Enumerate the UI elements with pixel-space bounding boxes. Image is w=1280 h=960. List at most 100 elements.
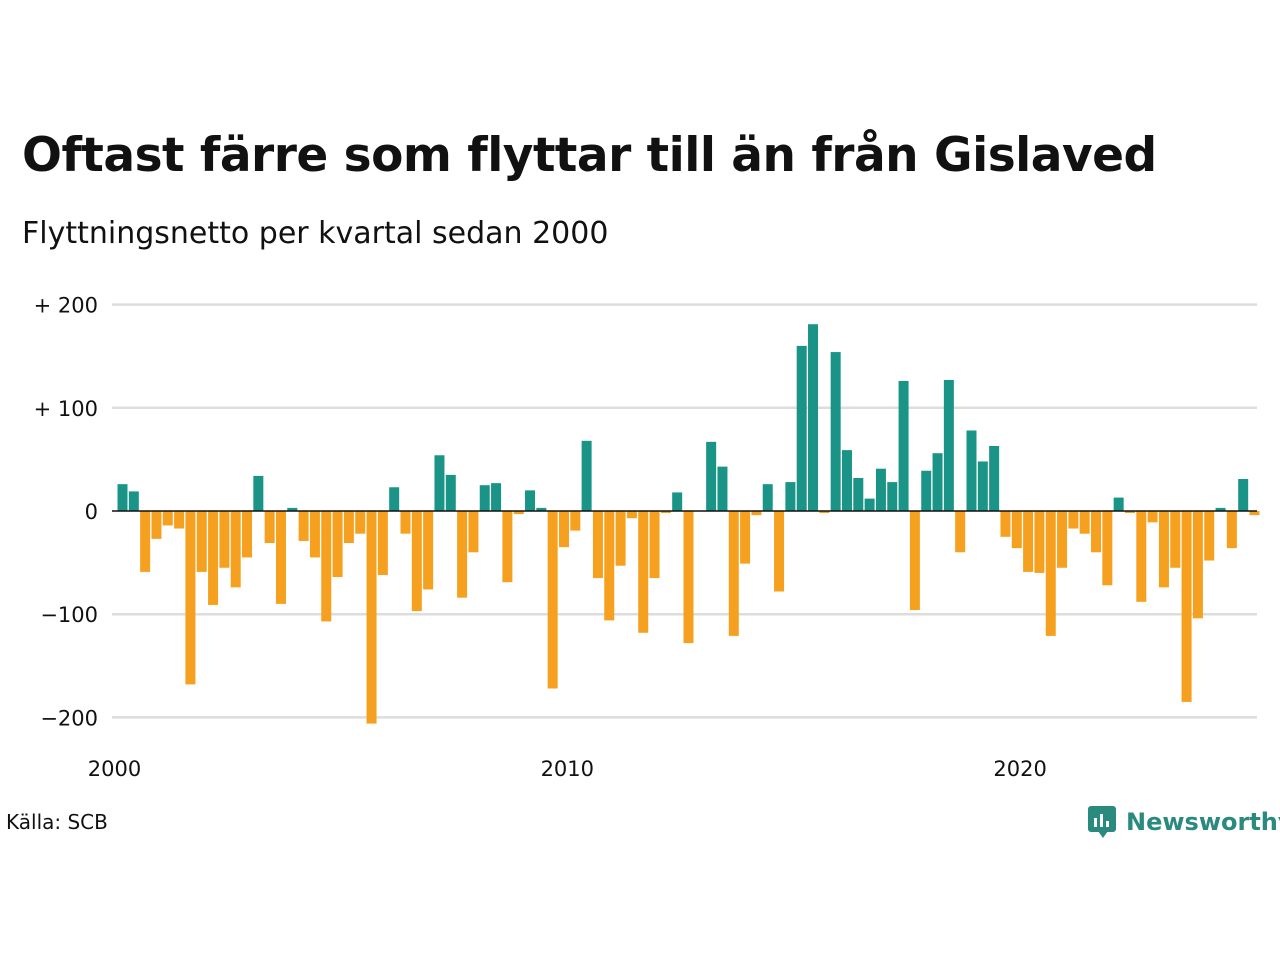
bar — [468, 511, 479, 553]
bar — [1158, 511, 1169, 588]
y-axis-labels: + 200 + 100 0 −100 −200 — [34, 294, 98, 731]
bar — [581, 440, 592, 511]
x-tick-label: 2020 — [993, 757, 1046, 781]
bar — [1034, 511, 1045, 573]
bar — [321, 511, 332, 622]
bar — [525, 490, 536, 511]
bar — [445, 474, 456, 511]
bar — [377, 511, 388, 575]
bar — [943, 379, 954, 511]
bar — [853, 477, 864, 511]
bar — [230, 511, 241, 588]
bar — [162, 511, 173, 526]
bar — [242, 511, 253, 558]
bar — [841, 450, 852, 511]
y-tick-label: + 100 — [34, 397, 98, 421]
bar — [151, 511, 162, 539]
bar — [921, 470, 932, 511]
bar — [366, 511, 377, 724]
bar — [196, 511, 207, 572]
bar — [977, 461, 988, 511]
bar — [1068, 511, 1079, 529]
bar — [740, 511, 751, 564]
bar — [389, 487, 400, 511]
bar — [1136, 511, 1147, 602]
bar — [558, 511, 569, 548]
bar — [672, 492, 683, 511]
bar — [728, 511, 739, 636]
bar — [909, 511, 920, 611]
bar — [626, 511, 637, 519]
bars — [117, 324, 1260, 724]
chart-title: Oftast färre som flyttar till än från Gi… — [22, 128, 1157, 183]
bar — [1000, 511, 1011, 537]
bar — [1011, 511, 1022, 549]
x-tick-label: 2000 — [88, 757, 141, 781]
bar — [1192, 511, 1203, 619]
bar — [887, 482, 898, 511]
y-tick-label: + 200 — [34, 294, 98, 318]
bar — [649, 511, 660, 579]
bar — [253, 475, 264, 511]
bar — [1181, 511, 1192, 702]
chart-subtitle: Flyttningsnetto per kvartal sedan 2000 — [22, 216, 609, 251]
bar — [513, 511, 524, 515]
bar — [1226, 511, 1237, 549]
bar — [264, 511, 275, 543]
brand-logo[interactable]: Newsworthy — [1088, 804, 1280, 840]
bar — [660, 511, 671, 514]
x-axis-labels: 2000 2010 2020 — [88, 757, 1047, 781]
bar — [592, 511, 603, 579]
bar — [309, 511, 320, 558]
bar — [208, 511, 219, 605]
y-tick-label: 0 — [85, 500, 98, 524]
bar — [706, 441, 717, 511]
bar — [1057, 511, 1068, 568]
bar — [785, 482, 796, 511]
bar — [219, 511, 230, 568]
bar — [411, 511, 422, 612]
bar — [955, 511, 966, 553]
bar — [185, 511, 196, 685]
bar — [1147, 511, 1158, 523]
bar — [332, 511, 343, 578]
bar — [287, 507, 298, 511]
bar — [989, 445, 1000, 511]
bar — [140, 511, 151, 572]
bar — [434, 455, 445, 511]
x-tick-label: 2010 — [541, 757, 594, 781]
bar — [536, 507, 547, 511]
bar — [1023, 511, 1034, 572]
bar — [864, 498, 875, 511]
bar — [819, 511, 830, 514]
bar — [683, 511, 694, 644]
bar — [1249, 511, 1260, 516]
bar — [898, 380, 909, 511]
bar — [774, 511, 785, 592]
bar — [717, 466, 728, 511]
bar — [479, 485, 490, 511]
bar — [570, 511, 581, 531]
bar — [1045, 511, 1056, 636]
bar — [762, 484, 773, 511]
bar — [423, 511, 434, 590]
bar — [932, 453, 943, 511]
bar — [1204, 511, 1215, 561]
bar — [604, 511, 615, 621]
bar — [457, 511, 468, 598]
bar — [751, 511, 762, 516]
bar — [117, 484, 128, 511]
bar — [1113, 497, 1124, 511]
bar — [128, 491, 139, 511]
bar — [875, 468, 886, 511]
bar — [796, 345, 807, 511]
bar — [638, 511, 649, 633]
source-note: Källa: SCB — [6, 810, 108, 834]
bar — [1124, 511, 1135, 514]
bar — [1170, 511, 1181, 568]
bar — [400, 511, 411, 534]
bar — [502, 511, 513, 583]
newsworthy-chart-bubble-icon — [1088, 806, 1116, 838]
bar — [355, 511, 366, 534]
bar — [174, 511, 185, 529]
